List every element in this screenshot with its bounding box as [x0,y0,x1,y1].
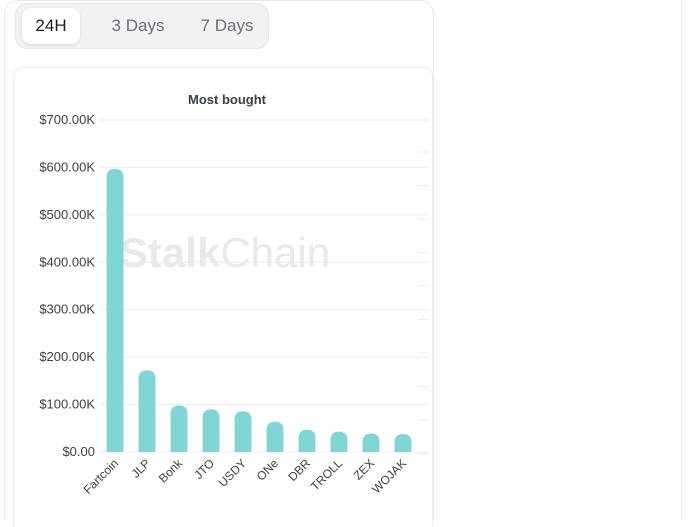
tab-3-days[interactable]: 3 Days [111,16,165,35]
y-tick-label: $200.00K [39,349,95,364]
y-tick-label: $500.00K [39,207,95,222]
y-tick-label: $700.00K [39,112,95,127]
bar-bonk[interactable] [170,405,188,452]
bar-troll[interactable] [330,431,348,452]
x-tick-label: JLP [129,456,154,481]
x-tick-label: ZEX [351,456,377,482]
x-tick-label: WOJAK [369,456,409,496]
x-tick-label: Fartcoin [81,456,122,497]
x-tick-label: DBR [285,456,313,484]
x-tick-label: USDY [216,456,249,489]
timeframe-tabs: 24H 3 Days 7 Days [15,3,269,49]
bar-wojak[interactable] [394,433,412,452]
bar-zex[interactable] [362,433,380,452]
watermark: StalkChain [120,229,330,276]
svg-text:StalkChain: StalkChain [120,229,330,276]
watermark-bold: Stalk [120,229,221,276]
bar-one[interactable] [266,421,284,452]
x-tick-label: JTO [191,456,217,482]
y-tick-label: $100.00K [39,397,95,412]
x-tick-label: TROLL [308,456,345,493]
y-tick-label: $0.00 [62,444,95,459]
tab-24h[interactable]: 24H [22,8,80,44]
bar-jlp[interactable] [138,370,156,452]
bar-fartcoin[interactable] [106,168,124,452]
chart-title: Most bought [188,92,267,107]
bar-jto[interactable] [202,409,220,452]
bar-usdy[interactable] [234,411,252,452]
y-tick-label: $400.00K [39,254,95,269]
watermark-light: Chain [220,229,330,276]
bars [106,168,412,452]
y-axis: $0.00 $100.00K $200.00K $300.00K $400.00K $50… [39,112,95,459]
tab-7-days[interactable]: 7 Days [200,16,254,35]
y-tick-label: $300.00K [39,302,95,317]
panel-divider [681,0,682,521]
x-tick-label: ONe [254,456,282,484]
y-tick-label: $600.00K [39,159,95,174]
bar-dbr[interactable] [298,429,316,452]
x-tick-label: Bonk [156,456,186,486]
